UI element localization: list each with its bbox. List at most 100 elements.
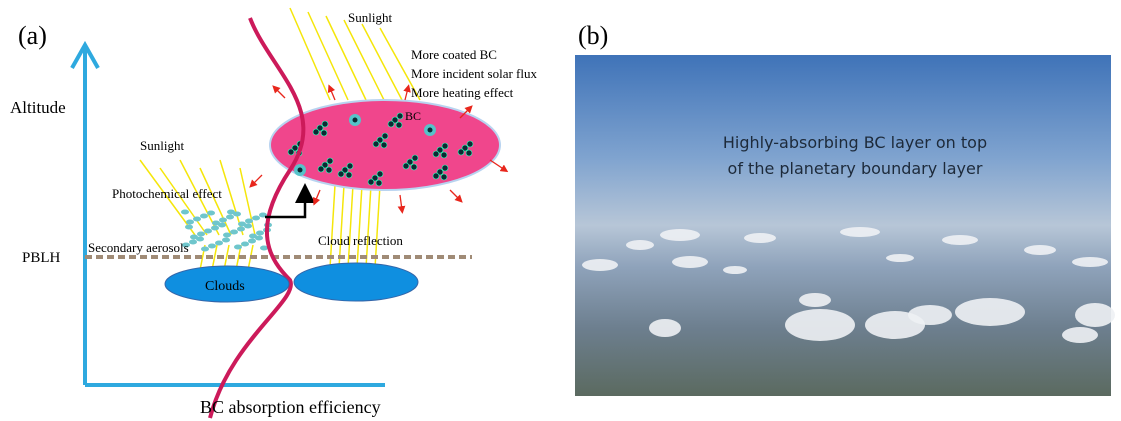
heating-arrow (405, 88, 408, 100)
bc-core (353, 118, 358, 123)
sunlight-label: Sunlight (348, 10, 392, 25)
aerosol (241, 242, 249, 247)
aerosol (193, 217, 201, 222)
bc-core (318, 166, 324, 172)
panel-label: (b) (578, 21, 608, 50)
bc-core (442, 165, 448, 171)
photo-cloud (942, 235, 978, 245)
y-axis-label: Altitude (10, 98, 66, 117)
heating-arrow (275, 88, 285, 98)
caption-line: of the planetary boundary layer (728, 159, 983, 178)
bc-core (442, 143, 448, 149)
aerosol (222, 238, 230, 243)
aerosol (256, 231, 264, 236)
bc-core (441, 152, 447, 158)
photo-cloud (723, 266, 747, 274)
bc-label: BC (405, 109, 421, 123)
caption-line: Highly-absorbing BC layer on top (723, 133, 987, 152)
photo-cloud (744, 233, 776, 243)
aerosol (212, 221, 220, 226)
aerosol (189, 240, 197, 245)
effect-label: More coated BC (411, 47, 497, 62)
panel-label: (a) (18, 21, 47, 50)
bc-core (403, 163, 409, 169)
bc-core (412, 155, 418, 161)
aerosol (238, 222, 246, 227)
photo-cloud (660, 229, 700, 241)
photo-cloud (582, 259, 618, 271)
aerosol (230, 230, 238, 235)
heating-arrow (490, 160, 505, 170)
bc-core (397, 113, 403, 119)
photo-cloud (886, 254, 914, 262)
bc-core (411, 164, 417, 170)
aerosol (226, 215, 234, 220)
bc-core (381, 142, 387, 148)
ray (344, 20, 384, 100)
ray (160, 168, 207, 235)
bc-core (327, 158, 333, 164)
bc-core (321, 130, 327, 136)
bc-core (467, 141, 473, 147)
bc-core (346, 172, 352, 178)
photo-cloud (785, 309, 855, 341)
aerosol (185, 225, 193, 230)
ray (290, 8, 330, 100)
photo-cloud (626, 240, 654, 250)
clouds-label: Clouds (205, 279, 245, 294)
bc-core (377, 171, 383, 177)
ray (308, 12, 348, 100)
bc-core (396, 122, 402, 128)
heating-arrow (315, 190, 320, 202)
bc-core (368, 179, 374, 185)
aerosol (248, 239, 256, 244)
x-axis-label: BC absorption efficiency (200, 397, 381, 417)
aerosol (181, 210, 189, 215)
bc-core (338, 171, 344, 177)
bc-core (458, 149, 464, 155)
photo-cloud (649, 319, 681, 337)
bc-core (326, 167, 332, 173)
effect-label: More heating effect (411, 85, 514, 100)
aerosol (252, 216, 260, 221)
bc-core (376, 180, 382, 186)
photo-cloud (840, 227, 880, 237)
aerosol (204, 229, 212, 234)
photo-cloud (1075, 303, 1115, 327)
aerosol (211, 226, 219, 231)
bc-core (433, 173, 439, 179)
effect-label: More incident solar flux (411, 66, 537, 81)
aerosol (223, 233, 231, 238)
secondary-aerosols-label: Secondary aerosols (88, 240, 189, 255)
heating-arrow (330, 88, 335, 100)
bc-core (288, 149, 294, 155)
aerosol (201, 247, 209, 252)
secondary-aerosols (181, 210, 272, 252)
aerosol (245, 219, 253, 224)
bc-core (298, 168, 303, 173)
photo-cloud (672, 256, 708, 268)
bc-core (428, 128, 433, 133)
sunlight-label: Sunlight (140, 138, 184, 153)
bc-core (382, 133, 388, 139)
bc-core (313, 129, 319, 135)
photo-cloud (955, 298, 1025, 326)
heating-arrow (450, 190, 460, 200)
aerosol (186, 220, 194, 225)
cloud-reflection-label: Cloud reflection (318, 233, 403, 248)
heating-arrow (400, 195, 402, 210)
photo-cloud (1024, 245, 1056, 255)
cloud (294, 263, 418, 301)
aerosol (234, 245, 242, 250)
aerosol (237, 227, 245, 232)
aerosol (219, 218, 227, 223)
heating-arrow (252, 175, 262, 185)
ray (362, 24, 402, 100)
pblh-label: PBLH (22, 250, 61, 266)
photo-cloud (799, 293, 831, 307)
bc-core (466, 150, 472, 156)
aerosol (190, 235, 198, 240)
bc-core (373, 141, 379, 147)
photo (575, 55, 1111, 396)
photo-cloud (908, 305, 952, 325)
